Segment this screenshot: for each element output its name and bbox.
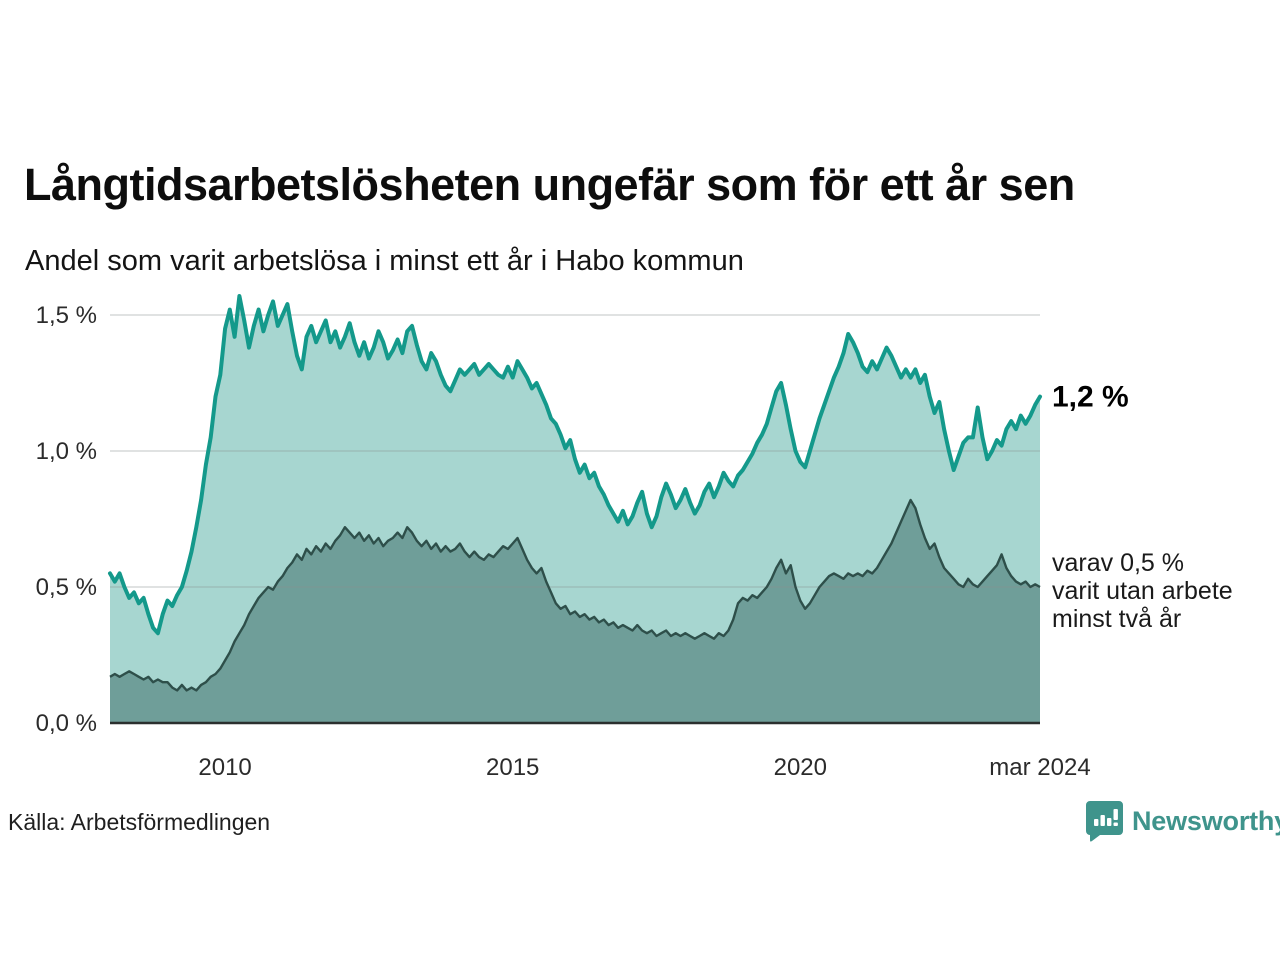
brand-wordmark: Newsworthy bbox=[1132, 805, 1280, 836]
source-note: Källa: Arbetsförmedlingen bbox=[8, 809, 271, 835]
x-tick-label: 2015 bbox=[486, 754, 539, 781]
y-tick-label: 1,0 % bbox=[36, 438, 97, 465]
newsworthy-logo: Newsworthy bbox=[1086, 800, 1280, 842]
y-tick-label: 0,5 % bbox=[36, 574, 97, 601]
chart-subtitle: Andel som varit arbetslösa i minst ett å… bbox=[25, 245, 744, 277]
series-one-year-line bbox=[108, 294, 1042, 636]
page-title: Långtidsarbetslösheten ungefär som för e… bbox=[24, 159, 1075, 211]
y-tick-label: 1,5 % bbox=[36, 302, 97, 329]
x-tick-label: 2020 bbox=[774, 754, 827, 781]
y-tick-label: 0,0 % bbox=[36, 710, 97, 737]
series-two-year-annotation: varav 0,5 % bbox=[1052, 549, 1184, 577]
series-two-year-annotation: minst två år bbox=[1052, 605, 1181, 633]
newsworthy-bars-icon bbox=[1086, 801, 1123, 842]
x-tick-label: 2010 bbox=[198, 754, 251, 781]
series-end-value-label: 1,2 % bbox=[1052, 381, 1129, 414]
x-tick-label: mar 2024 bbox=[989, 754, 1090, 781]
series-two-year-line bbox=[109, 498, 1041, 692]
series-two-year-annotation: varit utan arbete bbox=[1052, 577, 1233, 605]
